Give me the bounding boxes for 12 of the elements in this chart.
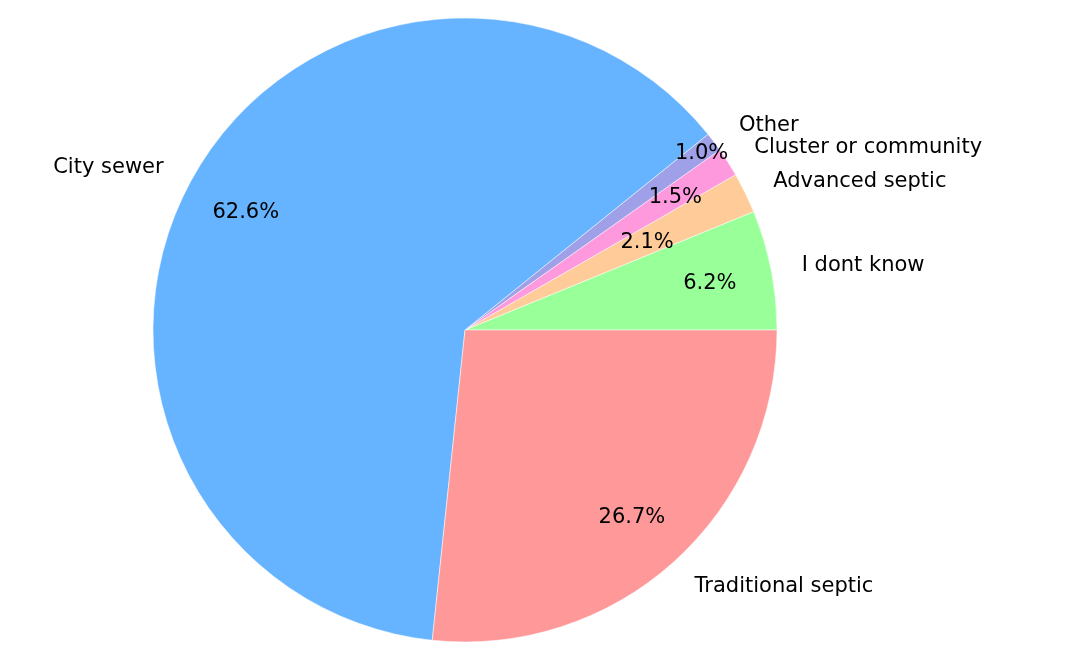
slice-label: Advanced septic <box>773 167 947 192</box>
data-label: 1.5% <box>648 184 703 209</box>
data-label: 62.6% <box>212 198 280 223</box>
slice-label: City sewer <box>53 154 164 179</box>
data-label: 2.1% <box>620 229 674 254</box>
data-label: 6.2% <box>683 270 737 295</box>
slice-label: Cluster or community <box>754 133 983 158</box>
data-label: 26.7% <box>598 503 666 528</box>
slice-label: I dont know <box>801 251 925 276</box>
slice-label: Other <box>738 111 799 136</box>
slice-label: Traditional septic <box>693 573 874 598</box>
data-label: 1.0% <box>674 139 729 164</box>
